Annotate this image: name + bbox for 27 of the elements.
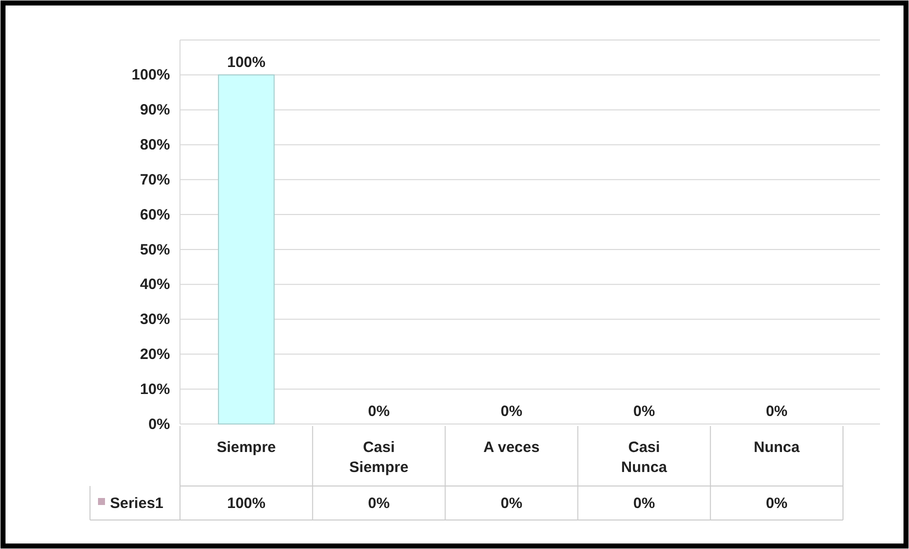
data-label: 0% [368,495,390,512]
y-tick-label: 70% [140,171,170,188]
y-tick-label: 40% [140,276,170,294]
x-tick-label: Nunca [754,439,800,456]
text: 100% [227,54,266,71]
x-tick-label: Siempre [216,439,276,456]
data-label: 0% [633,495,655,512]
x-tick-label: Casi Siempre [349,439,408,476]
y-tick-label: 0% [148,416,170,433]
text: 0% [766,403,788,420]
y-tick-label: 100% [132,66,170,84]
y-tick-label: 60% [140,206,170,224]
text: 0% [500,403,522,420]
text: 0% [368,403,390,420]
data-label: 0% [766,495,788,512]
x-tick-label: Casi Nunca [621,439,668,476]
text: Series1 [110,495,164,512]
data-label: 0% [500,495,522,512]
y-tick-label: 10% [140,380,170,398]
y-tick-label: 30% [140,311,170,328]
y-tick-label: 90% [140,102,170,119]
y-tick-label: 80% [140,136,170,154]
y-tick-label: 20% [140,346,170,363]
x-tick-label: A veces [483,439,540,456]
y-tick-label: 50% [140,241,170,258]
text: 0% [633,403,655,420]
data-label: 100% [227,495,266,512]
